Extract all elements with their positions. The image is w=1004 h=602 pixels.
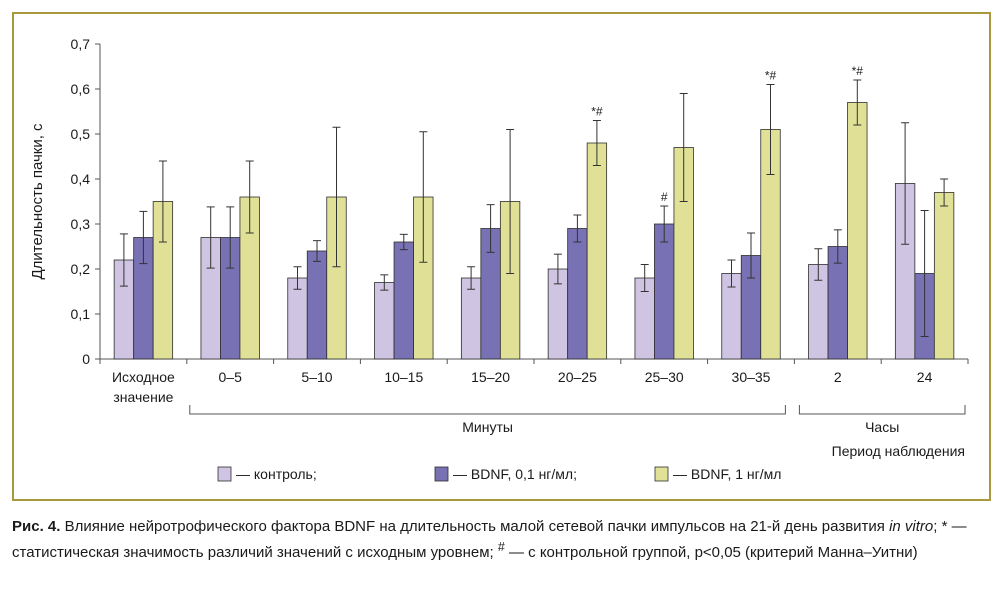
y-tick-label: 0,2 (71, 261, 91, 277)
bar (460, 277, 482, 360)
y-tick-label: 0,7 (71, 36, 91, 52)
y-axis-title: Длительность пачки, с (29, 123, 46, 280)
x-category-label: 2 (834, 369, 842, 385)
caption-label: Рис. 4. (12, 518, 61, 535)
x-category-label: 25–30 (645, 369, 684, 385)
legend-swatch (217, 466, 232, 482)
legend-label: — BDNF, 1 нг/мл (673, 466, 781, 482)
group-label: Часы (865, 419, 899, 435)
y-tick-label: 0,5 (71, 126, 91, 142)
x-category-label: 15–20 (471, 369, 510, 385)
group-bracket (798, 405, 966, 415)
significance-mark: # (661, 190, 668, 204)
x-category-label: значение (113, 389, 173, 405)
y-tick-label: 0,3 (71, 216, 91, 232)
legend-swatch (654, 466, 669, 482)
x-category-label: 5–10 (301, 369, 332, 385)
x-axis-title: Период наблюдения (832, 443, 965, 459)
bar (287, 277, 308, 360)
bar (654, 223, 675, 360)
bar-chart: 0 0,1 0,2 0,3 0,4 0,5 0,6 0,7 Длительность пачки… (29, 36, 969, 482)
x-category-label: Исходное (112, 369, 175, 385)
bar (567, 228, 588, 360)
x-category-label: 20–25 (558, 369, 597, 385)
legend-label: — контроль; (236, 466, 317, 482)
bar (933, 192, 955, 360)
bar (374, 282, 395, 360)
y-tick-label: 0 (82, 351, 90, 367)
bar (306, 250, 328, 360)
caption-text-3: — с контрольной группой, p<0,05 (критери… (504, 544, 918, 561)
x-category-label: 10–15 (384, 369, 423, 385)
bar (393, 241, 414, 360)
caption-text-2: ; * — статистическая значимость различий… (12, 518, 967, 561)
figure-frame: 0 0,1 0,2 0,3 0,4 0,5 0,6 0,7 Длительность пачки… (12, 12, 991, 501)
x-category-label: 24 (917, 369, 933, 385)
group-label: Минуты (462, 419, 513, 435)
caption-sup: # (497, 540, 505, 554)
x-category-label: 0–5 (219, 369, 243, 385)
x-category-label: 30–35 (732, 369, 771, 385)
caption-italic: in vitro (889, 518, 934, 535)
caption-text-1: Влияние нейротрофического фактора BDNF н… (60, 518, 890, 535)
y-tick-label: 0,1 (71, 306, 91, 322)
y-tick-label: 0,4 (71, 171, 91, 187)
legend-swatch (434, 466, 449, 482)
significance-mark: *# (765, 69, 777, 83)
legend-label: — BDNF, 0,1 нг/мл; (453, 466, 577, 482)
group-bracket (189, 405, 786, 415)
bar (586, 142, 608, 360)
bar (847, 102, 868, 360)
figure-caption: Рис. 4. Влияние нейротрофического фактор… (12, 517, 992, 563)
significance-mark: *# (591, 105, 603, 119)
y-tick-label: 0,6 (71, 81, 91, 97)
significance-mark: *# (852, 64, 864, 78)
